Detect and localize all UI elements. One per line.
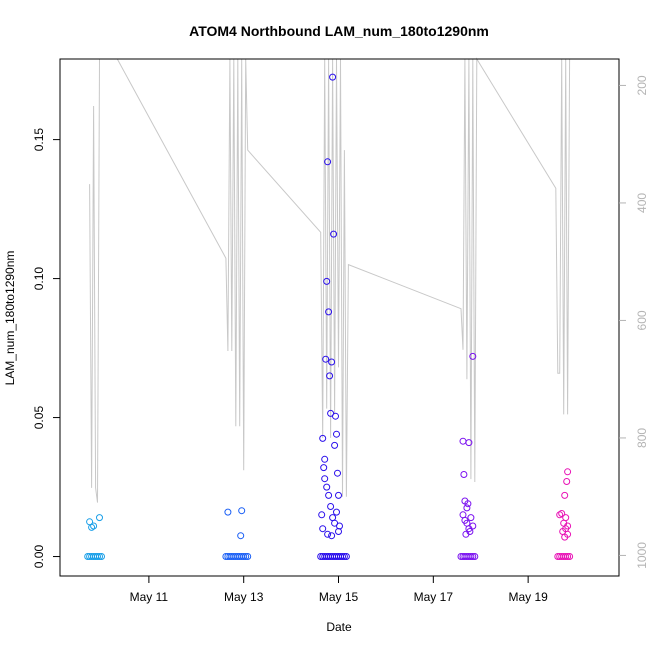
data-point-s3-14	[466, 528, 474, 535]
data-point-s4-11	[561, 533, 569, 541]
y2-tick-label-0: 200	[635, 75, 649, 95]
data-point-s0-11	[98, 553, 105, 560]
y2-tick-label-2: 600	[635, 310, 649, 330]
plot-frame	[59, 58, 620, 577]
data-point-s2-4	[322, 355, 330, 363]
data-point-s0-3	[96, 514, 103, 522]
data-point-s3-1	[460, 471, 468, 478]
data-point-s2-23	[329, 514, 337, 522]
data-point-s2-24	[331, 519, 339, 527]
x-tick-label-2: May 15	[319, 590, 359, 604]
data-point-s2-15	[333, 430, 340, 438]
data-point-s2-3	[321, 455, 329, 463]
data-point-s4-0	[564, 468, 572, 476]
data-point-s3-6	[469, 352, 477, 360]
data-point-s4-1	[563, 478, 571, 485]
x-axis: May 11 May 13 May 15 May 17 May 19	[130, 576, 548, 604]
chart-title: ATOM4 Northbound LAM_num_180to1290nm	[189, 23, 489, 39]
data-point-s3-7	[459, 511, 467, 519]
y2-tick-label-1: 400	[635, 193, 649, 213]
x-tick-label-1: May 13	[224, 590, 264, 604]
y2-axis: 200 400 600 800 1000	[619, 75, 649, 569]
data-point-s2-25	[333, 508, 340, 516]
data-point-s2-16	[334, 469, 341, 477]
data-point-s4-3	[558, 510, 566, 517]
data-point-s2-8	[326, 372, 334, 380]
data-point-s3-20	[467, 553, 475, 560]
data-point-s2-14	[332, 412, 339, 420]
data-point-s2-13	[331, 441, 339, 449]
y2-tick-label-4: 1000	[635, 542, 649, 569]
data-point-s3-4	[464, 500, 472, 508]
data-point-s3-11	[467, 514, 475, 522]
data-point-s2-10	[328, 358, 336, 366]
data-point-s1-13	[242, 553, 250, 560]
data-point-s0-2	[90, 522, 98, 530]
data-point-s0-10	[96, 553, 103, 560]
data-point-s0-9	[94, 553, 101, 560]
data-point-s2-12	[330, 230, 338, 238]
y-tick-label-1: 0.05	[32, 406, 46, 430]
data-point-s2-5	[323, 277, 331, 285]
data-point-s2-6	[324, 158, 332, 166]
data-point-s1-12	[240, 553, 248, 560]
data-point-s4-16	[562, 553, 570, 560]
y-tick-label-0: 0.00	[32, 545, 46, 569]
data-point-s2-42	[340, 553, 348, 560]
data-point-s1-0	[224, 508, 232, 516]
data-point-s3-21	[469, 553, 477, 560]
data-point-s3-22	[471, 553, 479, 560]
data-point-s3-5	[465, 439, 473, 447]
data-point-s4-17	[564, 553, 572, 560]
x-tick-label-0: May 11	[130, 590, 169, 604]
y2-tick-label-3: 800	[635, 428, 649, 448]
y-axis-label: LAM_num_180to1290nm	[3, 251, 17, 386]
x-tick-label-3: May 17	[414, 590, 454, 604]
data-point-s2-22	[327, 503, 335, 510]
data-point-s3-12	[469, 522, 477, 530]
data-point-s1-2	[237, 532, 245, 540]
data-point-s1-14	[244, 553, 252, 560]
data-point-s2-1	[319, 434, 327, 442]
data-point-s2-41	[339, 553, 346, 560]
y-tick-label-3: 0.15	[32, 128, 46, 152]
data-point-s2-21	[325, 491, 333, 499]
y-tick-label-2: 0.10	[32, 267, 46, 291]
data-point-s2-27	[319, 525, 327, 533]
data-point-s4-18	[566, 553, 574, 560]
data-point-s2-0	[318, 511, 326, 519]
data-point-s3-3	[463, 504, 471, 512]
data-point-s2-11	[329, 73, 337, 81]
data-point-s2-2	[320, 464, 328, 472]
data-point-s2-20	[323, 483, 331, 491]
x-axis-label: Date	[326, 620, 352, 634]
data-point-s2-29	[328, 532, 336, 540]
y-axis: 0.00 0.05 0.10 0.15	[32, 128, 60, 569]
data-point-s2-17	[335, 491, 342, 499]
data-point-s4-5	[562, 514, 570, 522]
data-point-s2-26	[335, 528, 342, 535]
data-point-s4-2	[561, 491, 569, 499]
data-point-s3-0	[459, 437, 467, 445]
x-tick-label-4: May 19	[508, 590, 548, 604]
data-point-s0-1	[88, 523, 96, 531]
data-point-s4-4	[556, 511, 564, 519]
data-point-s1-1	[238, 507, 246, 515]
data-point-s2-19	[321, 475, 329, 483]
data-point-s2-28	[324, 530, 332, 538]
points-layer	[84, 73, 574, 560]
data-point-s2-43	[342, 553, 350, 560]
data-point-s2-7	[325, 308, 333, 316]
